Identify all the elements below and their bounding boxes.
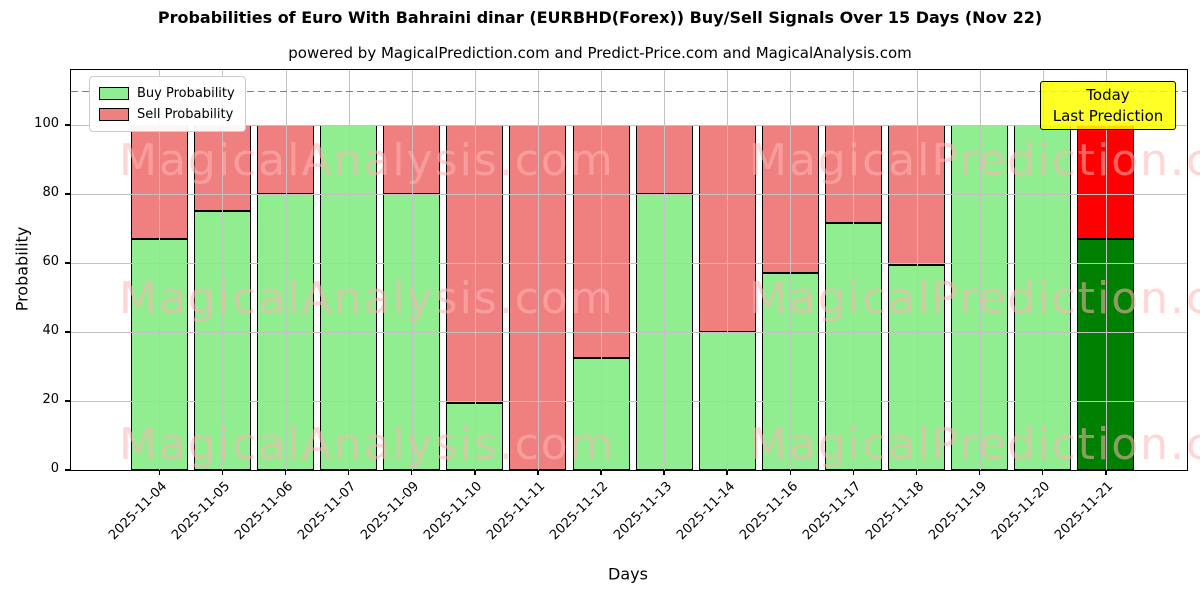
x-tick (978, 470, 981, 475)
x-gridline (348, 70, 350, 470)
x-gridline (601, 70, 602, 470)
x-tick-label-text: 2025-11-16 (736, 479, 801, 544)
y-gridline (71, 263, 1187, 264)
y-tick-label: 40 (42, 323, 59, 338)
x-tick (221, 470, 224, 475)
legend-item-sell: Sell Probability (99, 104, 235, 125)
y-tick-label: 100 (34, 116, 59, 131)
x-tick (1041, 470, 1044, 475)
x-gridline (411, 70, 413, 470)
x-tick (852, 470, 855, 475)
legend: Buy Probability Sell Probability (89, 76, 246, 132)
y-gridline (71, 125, 1187, 126)
legend-label-buy: Buy Probability (137, 86, 235, 101)
buy-color-swatch (99, 87, 129, 100)
x-tick-label-text: 2025-11-20 (989, 479, 1054, 544)
y-tick (65, 193, 71, 195)
x-tick-label-text: 2025-11-14 (673, 479, 738, 544)
y-tick-label: 80 (42, 185, 59, 200)
x-gridline (979, 70, 981, 470)
y-gridline (71, 194, 1187, 195)
x-tick (1105, 470, 1107, 475)
x-tick (600, 470, 602, 475)
y-tick (65, 124, 71, 126)
x-tick-label-text: 2025-11-07 (295, 479, 360, 544)
x-tick (347, 470, 350, 475)
x-tick-label-text: 2025-11-05 (168, 479, 233, 544)
x-gridline (790, 70, 792, 470)
x-gridline (474, 70, 476, 470)
x-tick (663, 470, 665, 475)
chart-title: Probabilities of Euro With Bahraini dina… (157, 8, 1043, 27)
x-tick-label-text: 2025-11-11 (484, 479, 549, 544)
x-gridline (1105, 70, 1107, 470)
x-tick (537, 470, 539, 475)
today-annotation-line1: Today (1086, 85, 1130, 104)
today-annotation-line2: Last Prediction (1052, 106, 1164, 125)
x-axis-label: Days (608, 564, 648, 584)
x-tick-label-text: 2025-11-12 (547, 479, 612, 544)
x-tick (284, 470, 287, 475)
x-tick-label-text: 2025-11-21 (1052, 479, 1117, 544)
x-tick-label-text: 2025-11-13 (610, 479, 675, 544)
x-gridline (664, 70, 666, 470)
x-tick-label-text: 2025-11-19 (926, 479, 991, 544)
x-tick (789, 470, 792, 475)
x-gridline (1042, 70, 1044, 470)
y-axis-label: Probability (12, 226, 32, 312)
x-tick-label-text: 2025-11-10 (421, 479, 486, 544)
legend-item-buy: Buy Probability (99, 83, 235, 104)
y-tick (65, 400, 71, 402)
x-tick (410, 470, 413, 475)
sell-color-swatch (99, 108, 129, 121)
x-tick (158, 470, 161, 475)
x-tick-label-text: 2025-11-18 (863, 479, 928, 544)
y-tick-label: 60 (42, 254, 59, 269)
x-tick (915, 470, 918, 475)
y-gridline (71, 332, 1187, 333)
y-tick-label: 0 (50, 461, 59, 476)
x-tick (726, 470, 728, 475)
x-gridline (853, 70, 855, 470)
x-tick-label-text: 2025-11-06 (232, 479, 297, 544)
x-tick-label-text: 2025-11-04 (105, 479, 170, 544)
x-tick-label-text: 2025-11-17 (799, 479, 864, 544)
y-tick (65, 331, 71, 333)
threshold-line-110 (71, 90, 1187, 92)
x-gridline (537, 70, 539, 470)
today-annotation: Today Last Prediction (1040, 81, 1176, 130)
x-gridline (727, 70, 729, 470)
y-tick (65, 469, 71, 471)
chart-subtitle: powered by MagicalPrediction.com and Pre… (288, 44, 912, 62)
y-tick-label: 20 (42, 392, 59, 407)
legend-label-sell: Sell Probability (137, 107, 234, 122)
x-gridline (285, 70, 287, 470)
x-gridline (159, 70, 161, 470)
x-tick-label-text: 2025-11-09 (358, 479, 423, 544)
x-gridline (916, 70, 918, 470)
x-tick (474, 470, 476, 475)
x-gridline (222, 70, 224, 470)
y-gridline (71, 401, 1187, 402)
y-tick (65, 262, 71, 264)
